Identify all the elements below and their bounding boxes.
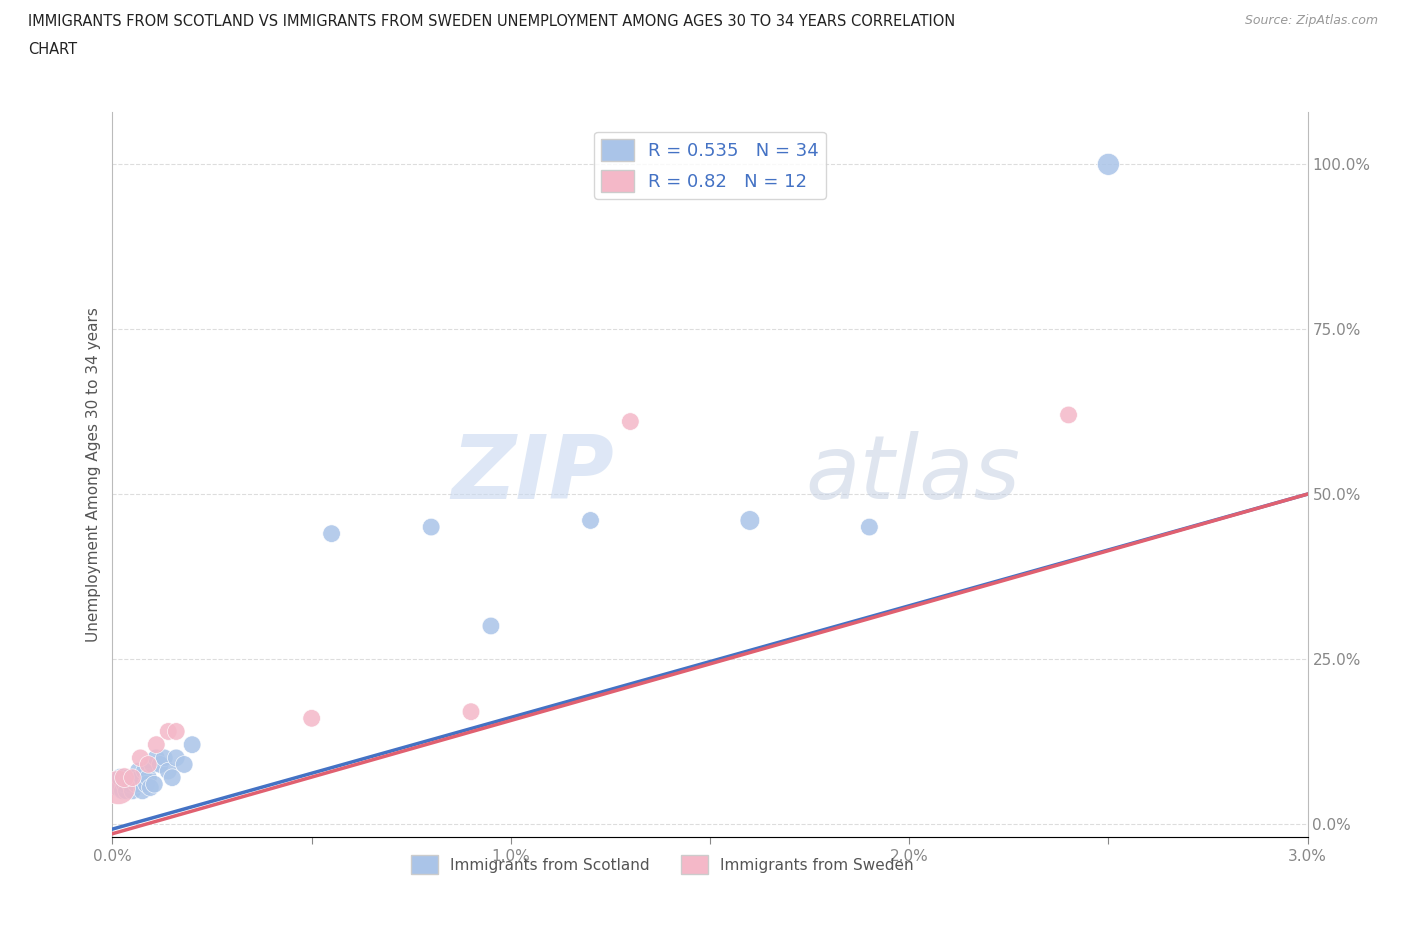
Point <box>107 777 129 791</box>
Point <box>134 764 156 778</box>
Point <box>479 618 502 633</box>
Point <box>165 751 187 765</box>
Point <box>127 764 149 778</box>
Text: ZIP: ZIP <box>451 431 614 518</box>
Point <box>858 520 880 535</box>
Text: atlas: atlas <box>806 432 1021 517</box>
Text: IMMIGRANTS FROM SCOTLAND VS IMMIGRANTS FROM SWEDEN UNEMPLOYMENT AMONG AGES 30 TO: IMMIGRANTS FROM SCOTLAND VS IMMIGRANTS F… <box>28 14 955 29</box>
Point <box>117 770 139 785</box>
Point <box>165 724 187 739</box>
Point <box>131 783 153 798</box>
Point <box>138 770 160 785</box>
Point <box>321 526 343 541</box>
Point <box>141 757 163 772</box>
Point <box>420 520 443 535</box>
Point <box>738 513 761 528</box>
Point <box>145 737 167 752</box>
Point <box>120 777 142 791</box>
Legend: Immigrants from Scotland, Immigrants from Sweden: Immigrants from Scotland, Immigrants fro… <box>405 849 920 880</box>
Point <box>129 770 152 785</box>
Point <box>143 777 166 791</box>
Point <box>1097 157 1119 172</box>
Point <box>173 757 195 772</box>
Point <box>157 724 180 739</box>
Point <box>619 414 641 429</box>
Point <box>135 777 157 791</box>
Point <box>138 757 160 772</box>
Point <box>153 751 176 765</box>
Point <box>162 770 183 785</box>
Point <box>124 770 146 785</box>
Text: Source: ZipAtlas.com: Source: ZipAtlas.com <box>1244 14 1378 27</box>
Y-axis label: Unemployment Among Ages 30 to 34 years: Unemployment Among Ages 30 to 34 years <box>86 307 101 642</box>
Point <box>129 751 152 765</box>
Point <box>125 777 148 791</box>
Point <box>114 770 135 785</box>
Point <box>111 783 134 798</box>
Point <box>157 764 180 778</box>
Point <box>121 770 143 785</box>
Point <box>301 711 323 725</box>
Point <box>121 783 143 798</box>
Point <box>107 780 129 795</box>
Point <box>460 704 482 719</box>
Point <box>145 751 167 765</box>
Point <box>149 757 172 772</box>
Point <box>579 513 602 528</box>
Point <box>139 780 162 795</box>
Point <box>1057 407 1080 422</box>
Point <box>115 783 138 798</box>
Text: CHART: CHART <box>28 42 77 57</box>
Point <box>110 770 132 785</box>
Point <box>181 737 204 752</box>
Point <box>114 777 135 791</box>
